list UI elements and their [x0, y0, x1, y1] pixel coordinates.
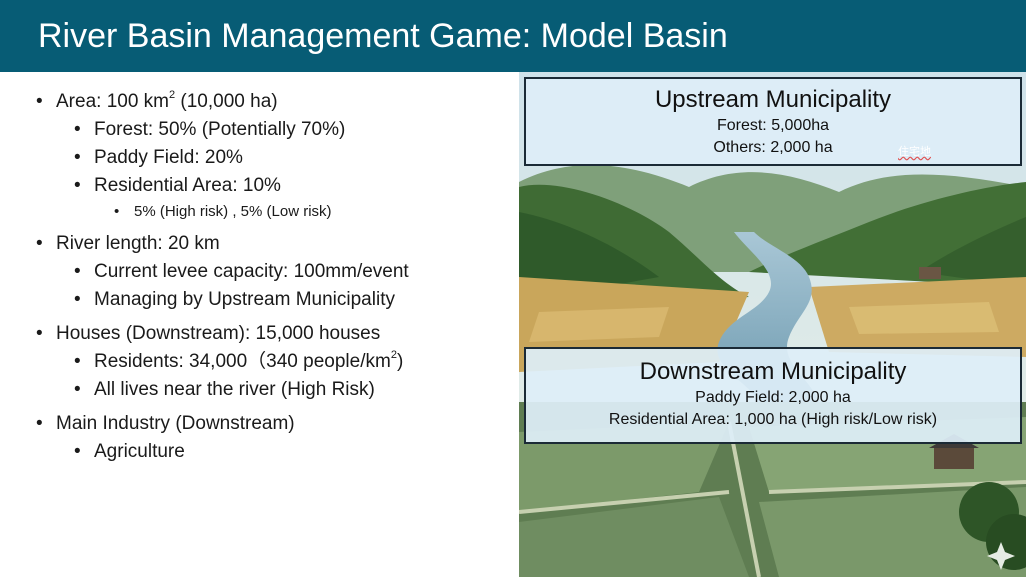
bullet-text: Residents: 34,000（340 people/km	[94, 351, 391, 372]
bullet-risk-split: 5% (High risk) , 5% (Low risk)	[36, 200, 506, 224]
bullet-houses: Houses (Downstream): 15,000 houses	[36, 320, 506, 348]
upstream-others: Others: 2,000 ha	[713, 139, 833, 156]
upstream-heading: Upstream Municipality	[654, 86, 892, 113]
downstream-paddy: Paddy Field: 2,000 ha	[695, 389, 851, 406]
bullet-managing: Managing by Upstream Municipality	[36, 286, 506, 314]
river-basin-illustration	[519, 72, 1026, 577]
bullet-levee-capacity: Current levee capacity: 100mm/event	[36, 258, 506, 286]
bullet-paddy-field: Paddy Field: 20%	[36, 144, 506, 172]
superscript: 2	[169, 89, 176, 101]
downstream-municipality-box: Downstream Municipality Paddy Field: 2,0…	[524, 347, 1022, 444]
downstream-heading: Downstream Municipality	[639, 358, 907, 385]
upstream-municipality-box: Upstream Municipality Forest: 5,000ha Ot…	[524, 77, 1022, 166]
superscript: 2	[390, 349, 397, 361]
bullet-residents: Residents: 34,000（340 people/km2)	[36, 348, 506, 376]
bullet-area: Area: 100 km2 (10,000 ha)	[36, 88, 506, 116]
bullet-main-industry: Main Industry (Downstream)	[36, 410, 506, 438]
bullet-lives-near-river: All lives near the river (High Risk)	[36, 376, 506, 404]
downstream-residential: Residential Area: 1,000 ha (High risk/Lo…	[608, 411, 938, 428]
bullet-river-length: River length: 20 km	[36, 230, 506, 258]
bullet-text: Area: 100 km	[56, 91, 169, 112]
bullet-text-suffix: )	[396, 351, 404, 372]
bullet-agriculture: Agriculture	[36, 438, 506, 466]
slide-title: River Basin Management Game: Model Basin	[0, 0, 1026, 72]
landscape-image	[519, 72, 1026, 577]
upstream-forest: Forest: 5,000ha	[716, 117, 830, 134]
bullet-text-suffix: (10,000 ha)	[175, 91, 278, 112]
bullet-forest: Forest: 50% (Potentially 70%)	[36, 116, 506, 144]
bullet-list: Area: 100 km2 (10,000 ha) Forest: 50% (P…	[36, 88, 506, 466]
annotation-text: 住宅地	[898, 146, 931, 158]
bullet-residential-area: Residential Area: 10%	[36, 172, 506, 200]
